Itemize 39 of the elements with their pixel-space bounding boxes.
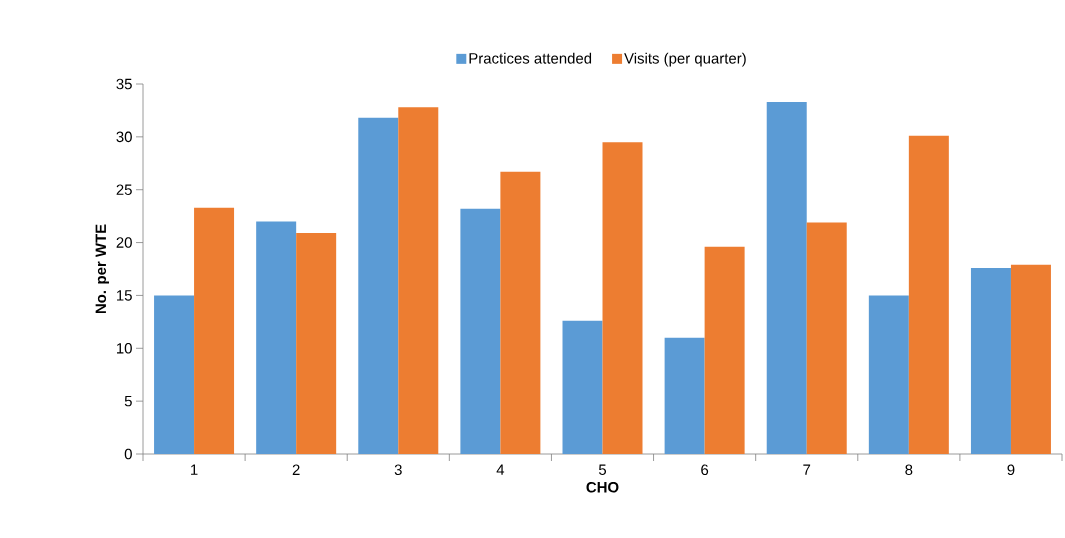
- bar: [602, 142, 643, 454]
- bar: [970, 267, 1011, 454]
- x-tick-label: 6: [701, 464, 709, 476]
- bar: [664, 337, 705, 454]
- legend-label: Practices attended: [469, 52, 592, 64]
- bar: [194, 207, 235, 454]
- x-tick-label: 1: [191, 464, 198, 475]
- bar: [806, 222, 847, 454]
- y-tick-label: 30: [116, 131, 132, 143]
- bar: [296, 233, 337, 454]
- bar: [868, 295, 909, 454]
- bar: [460, 208, 501, 454]
- y-tick-label: 10: [117, 342, 132, 354]
- y-tick-label: 5: [124, 395, 132, 407]
- bar: [704, 246, 745, 454]
- x-tick-label: 2: [292, 464, 300, 475]
- bar: [766, 101, 807, 454]
- y-tick-label: 15: [117, 290, 132, 301]
- x-tick-label: 4: [496, 464, 505, 475]
- y-tick-label: 20: [116, 237, 132, 248]
- bar: [358, 117, 399, 454]
- bar: [398, 107, 439, 454]
- x-tick-label: 7: [803, 464, 811, 475]
- legend-label: Visits (per quarter): [624, 52, 746, 67]
- y-tick-label: 0: [124, 448, 132, 460]
- bar: [154, 295, 195, 454]
- x-tick-label: 5: [598, 464, 607, 475]
- bar: [1010, 264, 1051, 454]
- bar: [908, 135, 949, 454]
- bar: [562, 320, 603, 454]
- x-tick-label: 9: [1007, 464, 1015, 476]
- bar: [500, 171, 541, 454]
- x-axis-title: CHO: [586, 481, 619, 493]
- y-tick-label: 35: [116, 78, 132, 90]
- y-tick-label: 25: [116, 184, 132, 195]
- y-axis-title: No. per WTE: [95, 224, 110, 314]
- x-tick-label: 3: [394, 464, 402, 476]
- x-tick-label: 8: [905, 464, 913, 476]
- bar: [256, 221, 297, 454]
